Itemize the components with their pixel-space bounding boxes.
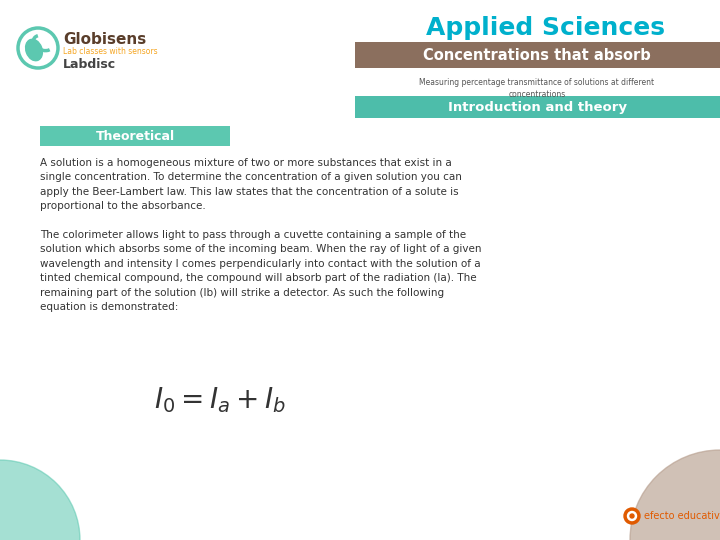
Text: efecto educativo: efecto educativo (644, 511, 720, 521)
Text: Measuring percentage transmittance of solutions at different
concentrations: Measuring percentage transmittance of so… (420, 78, 654, 99)
Text: Applied Sciences: Applied Sciences (426, 16, 665, 40)
Circle shape (624, 508, 640, 524)
FancyBboxPatch shape (355, 96, 720, 118)
Text: Theoretical: Theoretical (96, 130, 174, 143)
Text: The colorimeter allows light to pass through a cuvette containing a sample of th: The colorimeter allows light to pass thr… (40, 230, 482, 312)
Text: A solution is a homogeneous mixture of two or more substances that exist in a
si: A solution is a homogeneous mixture of t… (40, 158, 462, 211)
FancyBboxPatch shape (40, 126, 230, 146)
Text: Globisens: Globisens (63, 32, 146, 48)
Text: Concentrations that absorb: Concentrations that absorb (423, 48, 651, 63)
Text: Lab classes with sensors: Lab classes with sensors (63, 48, 158, 57)
Text: Labdisc: Labdisc (63, 58, 116, 71)
Circle shape (630, 450, 720, 540)
FancyBboxPatch shape (355, 42, 720, 68)
Circle shape (0, 460, 80, 540)
Ellipse shape (26, 39, 42, 60)
Circle shape (628, 511, 636, 521)
Circle shape (630, 514, 634, 518)
Text: Introduction and theory: Introduction and theory (448, 100, 626, 113)
Text: $I_0 =I_a + I_b$: $I_0 =I_a + I_b$ (154, 385, 286, 415)
